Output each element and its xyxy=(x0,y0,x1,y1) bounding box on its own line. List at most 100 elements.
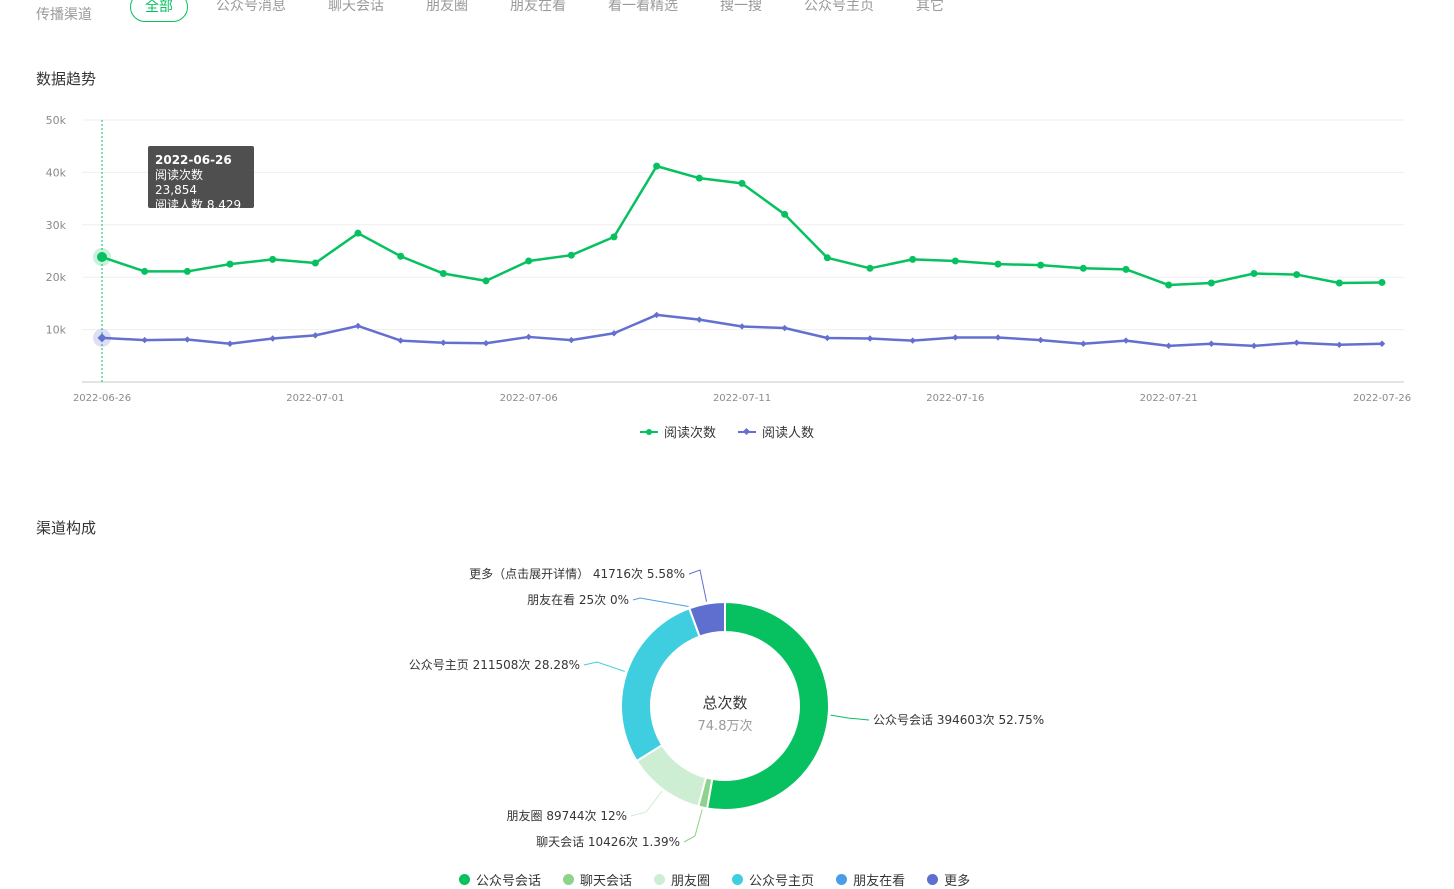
y-tick-label: 20k xyxy=(46,271,67,284)
data-point xyxy=(1208,340,1215,347)
data-point xyxy=(141,336,148,344)
data-point xyxy=(738,179,746,187)
filter-chip-other[interactable]: 其它 xyxy=(916,0,944,14)
slice-label: 公众号主页 211508次 28.28% xyxy=(409,658,580,672)
donut-slice[interactable] xyxy=(705,600,830,811)
legend-dot-icon xyxy=(563,874,575,885)
filter-chip-official-msg[interactable]: 公众号消息 xyxy=(216,0,286,14)
leader-line xyxy=(688,569,708,602)
data-point xyxy=(269,335,276,342)
leader-line xyxy=(632,597,689,607)
data-point xyxy=(610,233,618,241)
donut-slice[interactable] xyxy=(620,607,701,763)
data-point xyxy=(824,334,831,342)
filter-label: 传播渠道 xyxy=(36,7,92,23)
data-point xyxy=(1122,265,1130,273)
data-point xyxy=(1037,336,1044,344)
legend-label: 更多 xyxy=(944,874,971,889)
data-point xyxy=(439,270,447,278)
legend-dot-icon xyxy=(836,874,848,885)
data-point xyxy=(781,210,789,218)
data-point xyxy=(1378,278,1386,286)
data-point xyxy=(354,322,362,330)
data-point xyxy=(823,254,831,262)
x-tick-label: 2022-07-16 xyxy=(926,393,984,404)
data-point xyxy=(1250,342,1258,350)
donut-center-value: 74.8万次 xyxy=(697,719,753,734)
series-line xyxy=(101,313,1383,348)
data-point xyxy=(1378,340,1386,347)
data-point xyxy=(653,162,661,170)
legend-dot-icon xyxy=(459,874,470,885)
filter-chip-moments[interactable]: 朋友圈 xyxy=(426,0,468,14)
legend-label: 朋友在看 xyxy=(853,874,906,889)
y-tick-label: 10k xyxy=(46,324,67,337)
donut-slice[interactable] xyxy=(688,600,726,638)
slice-label: 更多（点击展开详情） 41716次 5.58% xyxy=(469,566,685,581)
data-point xyxy=(567,251,575,259)
data-point xyxy=(1293,271,1301,279)
data-point xyxy=(1165,342,1172,350)
data-point xyxy=(994,334,1002,341)
filter-chip-all[interactable]: 全部 xyxy=(130,0,188,22)
data-point xyxy=(1080,340,1087,347)
data-point xyxy=(1250,270,1258,278)
tooltip-readers: 阅读人数 8,429 xyxy=(155,198,242,212)
legend-item-profile[interactable]: 公众号主页 xyxy=(732,870,814,889)
legend-item-friends-watching[interactable]: 朋友在看 xyxy=(836,870,905,889)
chart-tooltip: 2022-06-26 阅读次数 23,854 阅读人数 8,429 xyxy=(148,146,254,212)
data-point xyxy=(1336,341,1343,348)
leader-line xyxy=(683,809,703,843)
filter-chip-profile[interactable]: 公众号主页 xyxy=(804,0,874,14)
trend-legend: 阅读次数 阅读人数 xyxy=(640,422,836,441)
legend-item-more[interactable]: 更多 xyxy=(927,870,970,889)
filter-chip-chat[interactable]: 聊天会话 xyxy=(328,0,384,14)
filter-chip-search[interactable]: 搜一搜 xyxy=(720,0,762,14)
data-point xyxy=(610,330,618,337)
slice-label: 朋友圈 89744次 12% xyxy=(507,809,627,823)
data-point xyxy=(994,260,1002,268)
x-tick-label: 2022-07-06 xyxy=(500,393,558,404)
data-point xyxy=(1335,279,1343,287)
data-point xyxy=(354,229,362,237)
legend-dot-icon xyxy=(654,874,666,885)
data-point xyxy=(781,324,788,332)
data-point xyxy=(397,252,405,260)
legend-item-moments[interactable]: 朋友圈 xyxy=(654,870,710,889)
channel-section-title: 渠道构成 xyxy=(36,519,97,537)
legend-item-readers[interactable]: 阅读人数 xyxy=(738,422,814,441)
x-tick-label: 2022-07-21 xyxy=(1140,393,1198,404)
data-point xyxy=(696,316,703,323)
legend-item-reads[interactable]: 阅读次数 xyxy=(640,422,716,441)
data-point xyxy=(1079,264,1087,272)
legend-label: 聊天会话 xyxy=(580,874,633,889)
legend-label: 公众号会话 xyxy=(476,874,542,889)
data-point xyxy=(311,259,319,267)
filter-chip-top-stories[interactable]: 看一看精选 xyxy=(608,0,678,14)
filter-chip-friends-watching[interactable]: 朋友在看 xyxy=(510,0,566,14)
data-point xyxy=(482,277,490,285)
trend-line-chart[interactable]: 10k 20k 30k 40k 50k 2022-06-26 2022-07-01 2022-… xyxy=(0,100,1454,410)
data-point xyxy=(1037,261,1045,269)
data-point xyxy=(226,340,234,347)
channel-donut-chart[interactable]: 公众号会话 394603次 52.75% 聊天会话 10426次 1.39% 朋友圈… xyxy=(0,540,1454,860)
data-point xyxy=(1207,279,1215,287)
x-tick-label: 2022-06-26 xyxy=(73,393,131,404)
data-point xyxy=(1122,337,1130,344)
legend-dot-icon xyxy=(732,874,744,885)
data-point xyxy=(183,267,191,275)
data-point xyxy=(866,335,874,342)
legend-item-chat[interactable]: 聊天会话 xyxy=(563,870,632,889)
y-tick-label: 40k xyxy=(46,166,67,179)
legend-line-icon xyxy=(640,428,658,435)
legend-item-official-session[interactable]: 公众号会话 xyxy=(459,870,541,889)
data-point xyxy=(653,311,660,319)
legend-label: 公众号主页 xyxy=(749,874,815,889)
data-point xyxy=(951,257,959,265)
trend-section-title: 数据趋势 xyxy=(36,70,97,88)
x-tick-label: 2022-07-26 xyxy=(1353,393,1411,404)
legend-label: 阅读次数 xyxy=(664,426,717,441)
data-point xyxy=(525,333,532,341)
channel-filter-bar: 传播渠道 全部 公众号消息 聊天会话 朋友圈 朋友在看 看一看精选 搜一搜 公众… xyxy=(0,0,1454,30)
data-point xyxy=(909,255,917,263)
